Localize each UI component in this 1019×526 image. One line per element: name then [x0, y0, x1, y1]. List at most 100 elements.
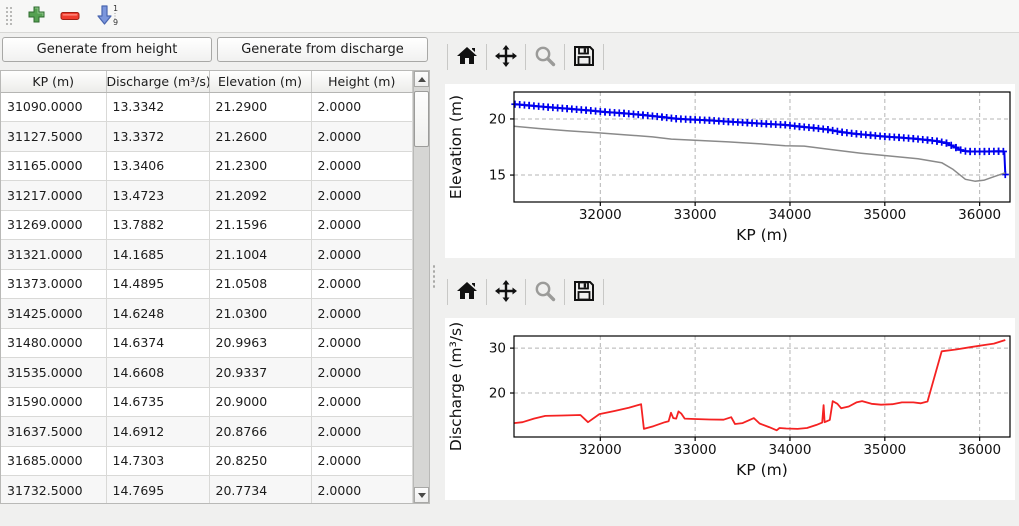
table-cell[interactable]: 13.3342 [106, 92, 210, 122]
elevation-chart[interactable]: 32000 33000 34000 35000 36000 15 20 KP (m) Eleva… [445, 84, 1015, 258]
table-cell[interactable]: 21.2600 [209, 121, 312, 152]
column-header-2[interactable]: Elevation (m) [209, 71, 312, 93]
table-row: 31090.0000 13.3342 21.2900 2.0000 [1, 92, 413, 122]
zoom-button[interactable] [528, 41, 562, 73]
table-cell[interactable]: 31090.0000 [1, 92, 107, 122]
svg-text:32000: 32000 [579, 442, 622, 458]
column-header-3[interactable]: Height (m) [311, 71, 413, 93]
panel-splitter[interactable] [430, 34, 437, 526]
table-cell[interactable]: 21.0508 [209, 269, 312, 299]
scroll-up-button[interactable] [414, 71, 429, 87]
table-cell[interactable]: 20.9963 [209, 328, 312, 358]
table-cell[interactable]: 14.7303 [106, 446, 210, 476]
table-cell[interactable]: 2.0000 [311, 269, 413, 299]
table-cell[interactable]: 14.7695 [106, 475, 210, 503]
home-icon [455, 44, 479, 71]
table-cell[interactable]: 13.3372 [106, 121, 210, 152]
svg-text:15: 15 [489, 168, 506, 184]
zoom-button[interactable] [528, 276, 562, 308]
table-cell[interactable]: 21.1004 [209, 239, 312, 270]
minus-icon [60, 9, 80, 24]
svg-text:20: 20 [489, 386, 506, 402]
table-cell[interactable]: 20.8766 [209, 416, 312, 447]
pan-button[interactable] [489, 276, 523, 308]
table-cell[interactable]: 21.2300 [209, 151, 312, 181]
table-cell[interactable]: 21.1596 [209, 210, 312, 240]
table-cell[interactable]: 31480.0000 [1, 328, 107, 358]
table-cell[interactable]: 31732.5000 [1, 475, 107, 503]
scrollbar-thumb[interactable] [414, 91, 429, 147]
table-cell[interactable]: 31217.0000 [1, 180, 107, 211]
svg-text:32000: 32000 [579, 207, 622, 223]
table-cell[interactable]: 20.7734 [209, 475, 312, 503]
table-cell[interactable]: 31165.0000 [1, 151, 107, 181]
toolbar-separator [486, 279, 487, 305]
home-icon [455, 279, 479, 306]
table-cell[interactable]: 14.6735 [106, 387, 210, 417]
table-cell[interactable]: 2.0000 [311, 298, 413, 329]
scroll-down-button[interactable] [414, 487, 429, 503]
table-cell[interactable]: 2.0000 [311, 387, 413, 417]
table-row: 31321.0000 14.1685 21.1004 2.0000 [1, 239, 413, 270]
table-cell[interactable]: 31269.0000 [1, 210, 107, 240]
table-cell[interactable]: 20.8250 [209, 446, 312, 476]
table-cell[interactable]: 13.4723 [106, 180, 210, 211]
column-header-1[interactable]: Discharge (m³/s) [106, 71, 210, 93]
table-cell[interactable]: 2.0000 [311, 239, 413, 270]
discharge-chart[interactable]: 32000 33000 34000 35000 36000 20 30 KP (m) Disch… [445, 318, 1015, 500]
table-cell[interactable]: 14.4895 [106, 269, 210, 299]
table-cell[interactable]: 21.2900 [209, 92, 312, 122]
table-cell[interactable]: 2.0000 [311, 210, 413, 240]
svg-text:KP (m): KP (m) [736, 226, 788, 244]
table-cell[interactable]: 31321.0000 [1, 239, 107, 270]
table-cell[interactable]: 31535.0000 [1, 357, 107, 388]
save-button[interactable] [567, 276, 601, 308]
table-cell[interactable]: 13.3406 [106, 151, 210, 181]
sort-ascending-icon: 1 9 [94, 4, 120, 29]
svg-text:33000: 33000 [674, 442, 717, 458]
table-row: 31732.5000 14.7695 20.7734 2.0000 [1, 475, 413, 503]
remove-row-button[interactable] [55, 3, 85, 29]
table-cell[interactable]: 14.6374 [106, 328, 210, 358]
table-cell[interactable]: 21.2092 [209, 180, 312, 211]
save-button[interactable] [567, 41, 601, 73]
table-cell[interactable]: 2.0000 [311, 357, 413, 388]
table-cell[interactable]: 14.1685 [106, 239, 210, 270]
table-cell[interactable]: 31425.0000 [1, 298, 107, 329]
table-cell[interactable]: 31590.0000 [1, 387, 107, 417]
table-cell[interactable]: 31373.0000 [1, 269, 107, 299]
home-button[interactable] [450, 41, 484, 73]
generate-from-height-button[interactable]: Generate from height [2, 37, 212, 62]
table-cell[interactable]: 31685.0000 [1, 446, 107, 476]
table-cell[interactable]: 2.0000 [311, 328, 413, 358]
column-header-0[interactable]: KP (m) [1, 71, 107, 93]
table-cell[interactable]: 31127.5000 [1, 121, 107, 152]
table-row: 31480.0000 14.6374 20.9963 2.0000 [1, 328, 413, 358]
table-cell[interactable]: 20.9000 [209, 387, 312, 417]
table-cell[interactable]: 2.0000 [311, 446, 413, 476]
table-cell[interactable]: 20.9337 [209, 357, 312, 388]
table-cell[interactable]: 14.6248 [106, 298, 210, 329]
table-cell[interactable]: 31637.5000 [1, 416, 107, 447]
svg-text:36000: 36000 [958, 442, 1001, 458]
table-cell[interactable]: 14.6912 [106, 416, 210, 447]
toolbar-grip[interactable] [5, 6, 13, 26]
toolbar-separator [447, 44, 448, 70]
table-cell[interactable]: 2.0000 [311, 180, 413, 211]
table-cell[interactable]: 2.0000 [311, 416, 413, 447]
table-cell[interactable]: 2.0000 [311, 475, 413, 503]
table-row: 31590.0000 14.6735 20.9000 2.0000 [1, 387, 413, 417]
add-row-button[interactable] [21, 3, 51, 29]
table-vertical-scrollbar[interactable] [413, 71, 429, 503]
generate-from-discharge-button[interactable]: Generate from discharge [217, 37, 428, 62]
table-cell[interactable]: 2.0000 [311, 151, 413, 181]
table-cell[interactable]: 2.0000 [311, 92, 413, 122]
sort-ascending-button[interactable]: 1 9 [89, 3, 125, 29]
table-cell[interactable]: 14.6608 [106, 357, 210, 388]
svg-text:35000: 35000 [863, 207, 906, 223]
table-cell[interactable]: 21.0300 [209, 298, 312, 329]
table-cell[interactable]: 13.7882 [106, 210, 210, 240]
home-button[interactable] [450, 276, 484, 308]
table-cell[interactable]: 2.0000 [311, 121, 413, 152]
pan-button[interactable] [489, 41, 523, 73]
